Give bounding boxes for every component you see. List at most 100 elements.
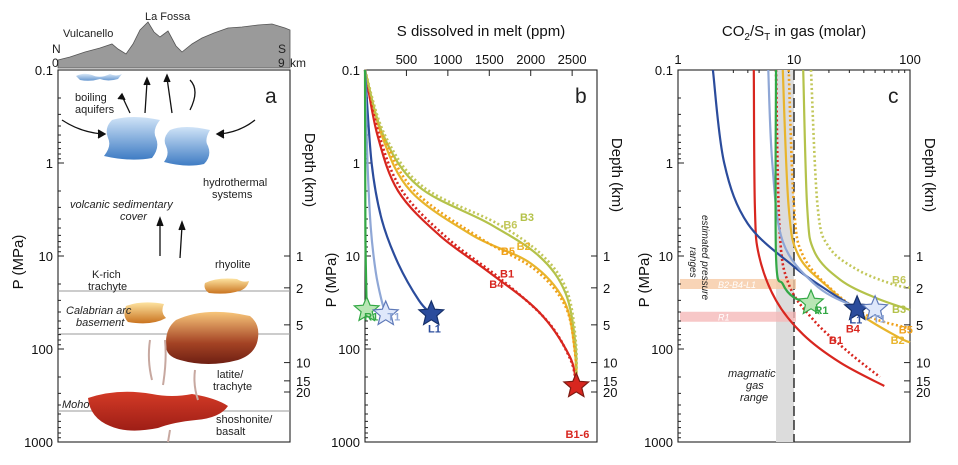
- star-b1-6: [562, 371, 591, 398]
- p-tick-label: 0.1: [655, 63, 673, 78]
- panel-c: B2-B4-L1 R1 c CO2/ST in gas (molar) P (MP…: [636, 23, 938, 450]
- series-b5: [787, 69, 911, 330]
- latite-label: latite/: [217, 369, 244, 381]
- depth-tick-label: 15: [603, 374, 617, 389]
- depth-tick-label: 2: [603, 281, 610, 296]
- k-rich-label: K-rich: [92, 269, 121, 281]
- calabrian-label-2: basement: [76, 317, 125, 329]
- k-rich-trachyte-body: [124, 302, 166, 324]
- profile-zero-label: 0: [52, 56, 59, 70]
- pressure-band-label: R1: [718, 313, 730, 323]
- depth-tick-label: 15: [296, 374, 310, 389]
- p-tick-label: 0.1: [35, 63, 53, 78]
- ranges-label: ranges: [687, 247, 698, 278]
- hydrothermal-shape-2: [164, 127, 210, 166]
- panel-b-markers: [352, 295, 591, 398]
- depth-tick-label: 20: [916, 385, 930, 400]
- series-b2: [781, 69, 911, 344]
- depth-tick-label: 20: [603, 385, 617, 400]
- depth-tick-label: 5: [603, 318, 610, 333]
- estimated-pressure-label: estimated pressure: [699, 215, 710, 300]
- latite-body: [165, 311, 259, 364]
- label-l1: L1: [428, 323, 441, 335]
- panel-b-series-labels: B1 B2 B3 B4 B5 B6 L1 T1 R1 B1-6: [364, 212, 589, 441]
- label-l1: L1: [849, 314, 862, 326]
- pressure-band-label: B2-B4-L1: [718, 280, 756, 290]
- shoshonite-label: shoshonite/: [216, 414, 273, 426]
- series-b3: [363, 69, 578, 387]
- depth-tick-label: 1: [296, 249, 303, 264]
- series-b6: [363, 69, 578, 387]
- series-b2: [363, 69, 578, 387]
- panel-b-depth-label: Depth (km): [608, 138, 625, 212]
- p-tick-label: 1: [353, 156, 360, 171]
- volcanic-cover-label-2: cover: [120, 211, 148, 223]
- profile-nine-label: 9: [278, 56, 285, 70]
- star-r1: [352, 295, 381, 322]
- series-b1: [752, 69, 885, 387]
- label-b1: B1: [500, 269, 514, 281]
- panel-c-series: [711, 69, 911, 387]
- latite-trachyte-label: trachyte: [213, 381, 252, 393]
- x-tick-label: 2500: [558, 52, 587, 67]
- magmatic-gas-band: [776, 70, 794, 442]
- x-tick-label: 1000: [433, 52, 462, 67]
- panel-c-ranges: B2-B4-L1 R1: [680, 70, 796, 442]
- panel-c-ylabel: P (MPa): [636, 253, 653, 308]
- label-b6: B6: [503, 220, 517, 232]
- panel-b-axes: [364, 69, 598, 443]
- shoshonite-body: [88, 391, 228, 431]
- p-tick-label: 1000: [644, 435, 673, 450]
- boiling-label: boiling: [75, 92, 107, 104]
- panel-b-series: [363, 69, 578, 387]
- label-b2: B2: [891, 335, 905, 347]
- depth-tick-label: 2: [916, 281, 923, 296]
- volcanic-cover-label-1: volcanic sedimentary: [70, 199, 174, 211]
- panel-b: S dissolved in melt (ppm) b P (MPa) Dept…: [323, 23, 625, 450]
- flow-arrows: [61, 73, 256, 259]
- magmatic-label: magmatic: [728, 368, 776, 380]
- range-label: range: [740, 392, 768, 404]
- series-b4: [774, 69, 881, 379]
- series-b5: [363, 69, 578, 387]
- panel-c-depth-label: Depth (km): [921, 138, 938, 212]
- label-b3: B3: [892, 304, 906, 316]
- x-tick-label: 500: [396, 52, 418, 67]
- depth-tick-label: 20: [296, 385, 310, 400]
- panel-b-title: S dissolved in melt (ppm): [397, 23, 565, 40]
- label-b3: B3: [520, 212, 534, 224]
- series-b6: [809, 69, 911, 290]
- depth-tick-label: 5: [296, 318, 303, 333]
- moho-label: Moho: [62, 399, 90, 411]
- depth-tick-label: 5: [916, 318, 923, 333]
- p-tick-label: 10: [659, 249, 673, 264]
- panel-c-pressure-ticks: 0.1 1 10 100 1000: [644, 63, 684, 450]
- p-tick-label: 100: [338, 342, 360, 357]
- label-b4: B4: [489, 279, 504, 291]
- label-b5: B5: [899, 325, 913, 337]
- depth-tick-label: 1: [916, 249, 923, 264]
- panel-a: Vulcanello La Fossa N 0 S 9 km a boiling…: [10, 11, 318, 450]
- basalt-label: basalt: [216, 426, 245, 438]
- p-tick-label: 10: [346, 249, 360, 264]
- profile-s-label: S: [278, 42, 286, 56]
- p-tick-label: 1000: [331, 435, 360, 450]
- profile-km-label: km: [290, 56, 306, 70]
- panel-c-x-ticks: 1 10 100: [674, 52, 921, 76]
- hydrothermal-label-1: hydrothermal: [203, 177, 267, 189]
- panel-a-ylabel: P (MPa): [10, 235, 27, 290]
- star-t1: [371, 299, 400, 326]
- panel-b-pressure-ticks: 0.1 1 10 100 1000: [331, 63, 371, 450]
- pressure-band-1: [680, 278, 796, 289]
- profile-n-label: N: [52, 42, 61, 56]
- depth-tick-label: 10: [603, 356, 617, 371]
- label-b6: B6: [892, 275, 906, 287]
- p-tick-label: 10: [39, 249, 53, 264]
- series-t1: [363, 69, 387, 315]
- star-t1: [861, 294, 889, 321]
- x-tick-label: 100: [899, 52, 921, 67]
- label-b4: B4: [846, 323, 861, 335]
